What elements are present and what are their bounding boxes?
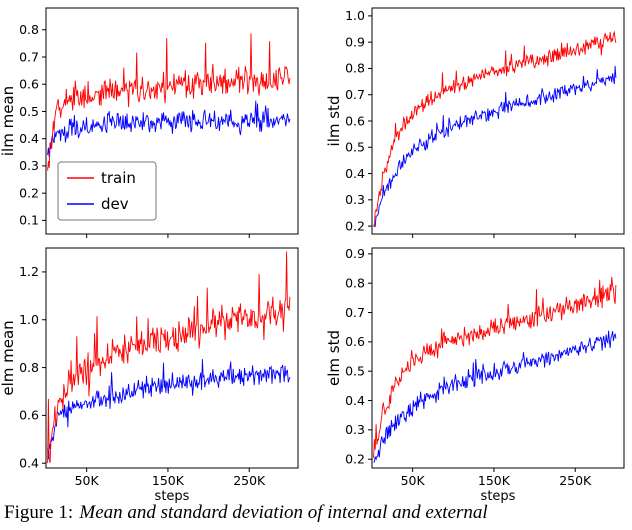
series-line-dev (47, 100, 291, 158)
y-axis-label: elm mean (0, 320, 17, 395)
y-tick-label: 0.8 (345, 61, 365, 76)
series-line-dev (373, 65, 617, 228)
y-tick-label: 0.8 (19, 22, 39, 37)
caption-text: Mean and standard deviation of internal … (79, 502, 488, 523)
y-tick-label: 0.7 (19, 49, 39, 64)
y-tick-label: 0.7 (345, 305, 365, 320)
axes-box (45, 7, 299, 235)
legend-label-dev: dev (101, 195, 129, 213)
y-tick-label: 0.6 (345, 334, 365, 349)
x-tick-label: 50K (401, 473, 426, 488)
subplot-elm-mean: 0.4 0.6 0.8 1.0 1.2 50K 150K 250K steps elm mean (0, 247, 299, 504)
y-tick-label: 0.3 (345, 422, 365, 437)
y-axis-label: ilm mean (0, 86, 17, 156)
y-tick-label: 0.9 (345, 246, 365, 261)
y-tick-label: 0.8 (19, 360, 39, 375)
y-tick-label: 0.2 (19, 185, 39, 200)
x-axis-label: steps (481, 489, 516, 504)
y-tick-label: 0.1 (19, 213, 39, 228)
y-tick-label: 0.9 (345, 34, 365, 49)
caption-prefix: Figure 1: (4, 502, 74, 523)
x-tick-label: 250K (559, 473, 592, 488)
figure-caption: Figure 1: Mean and standard deviation of … (4, 502, 632, 530)
y-axis-label: elm std (325, 330, 343, 386)
y-tick-label: 0.6 (19, 408, 39, 423)
y-tick-label: 0.5 (345, 140, 365, 155)
x-tick-label: 150K (152, 473, 185, 488)
subplot-ilm-mean: 0.1 0.2 0.3 0.4 0.5 0.6 0.7 0.8 ilm mean train dev (0, 7, 299, 238)
series-line-train (47, 251, 291, 464)
y-tick-label: 0.3 (345, 192, 365, 207)
y-tick-label: 1.0 (345, 8, 365, 23)
y-tick-label: 0.6 (345, 113, 365, 128)
series-line-train (373, 30, 617, 227)
x-tick-label: 50K (75, 473, 100, 488)
axes-box (45, 247, 299, 469)
series-line-dev (373, 330, 617, 463)
y-tick-label: 0.8 (345, 276, 365, 291)
y-tick-label: 0.4 (19, 456, 39, 471)
subplot-elm-std: 0.2 0.3 0.4 0.5 0.6 0.7 0.8 0.9 50K 150K 250K steps… (325, 246, 625, 504)
subplot-ilm-std: 0.2 0.3 0.4 0.5 0.6 0.7 0.8 0.9 1.0 ilm std (325, 7, 625, 238)
y-tick-label: 0.7 (345, 87, 365, 102)
y-tick-label: 0.2 (345, 218, 365, 233)
axes-box (371, 247, 625, 469)
y-tick-label: 0.4 (345, 166, 365, 181)
y-tick-label: 1.2 (19, 264, 39, 279)
y-tick-label: 1.0 (19, 312, 39, 327)
series-line-train (47, 33, 291, 171)
y-tick-label: 0.3 (19, 158, 39, 173)
y-tick-label: 0.2 (345, 452, 365, 467)
y-axis-label: ilm std (325, 96, 343, 147)
legend-label-train: train (101, 169, 136, 187)
x-axis-label: steps (155, 489, 190, 504)
y-tick-label: 0.5 (345, 364, 365, 379)
series-line-dev (47, 359, 291, 460)
series-line-train (373, 276, 617, 458)
x-tick-label: 150K (478, 473, 511, 488)
y-tick-label: 0.4 (19, 131, 39, 146)
y-tick-label: 0.4 (345, 393, 365, 408)
y-tick-label: 0.6 (19, 77, 39, 92)
legend-box (57, 161, 157, 221)
y-tick-label: 0.5 (19, 104, 39, 119)
axes-box (371, 7, 625, 235)
x-tick-label: 250K (233, 473, 266, 488)
